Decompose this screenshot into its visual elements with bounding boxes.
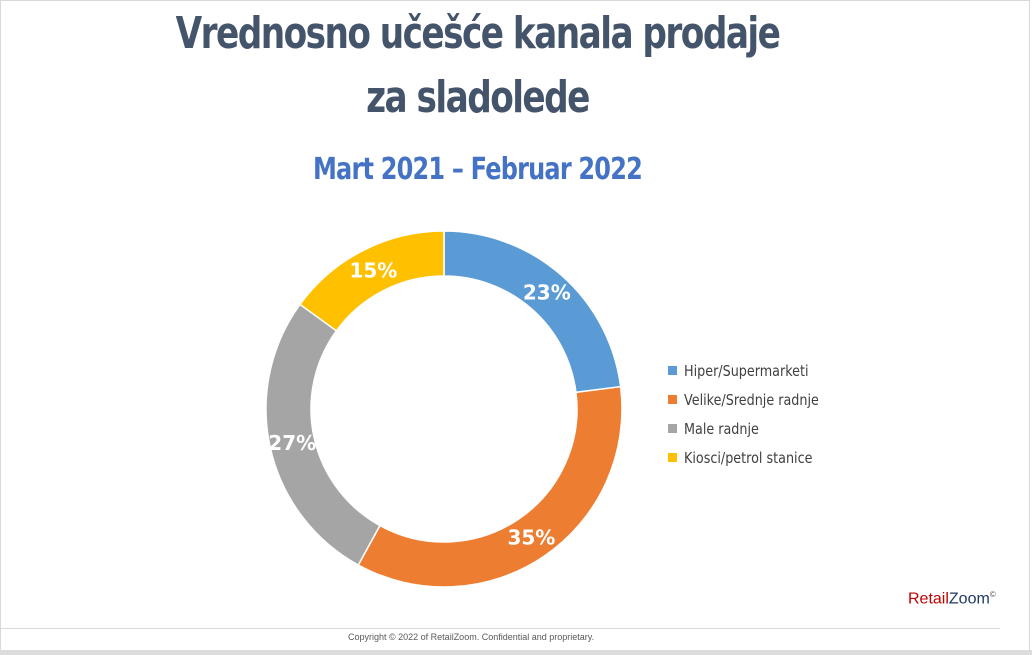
legend-swatch xyxy=(668,395,677,404)
legend-swatch xyxy=(668,453,677,462)
legend-item: Hiper/Supermarketi xyxy=(668,356,843,385)
footer-divider xyxy=(0,628,1000,629)
legend-item: Kiosci/petrol stanice xyxy=(668,443,843,472)
legend-label: Male radnje xyxy=(684,419,759,438)
chart-legend: Hiper/Supermarketi Velike/Srednje radnje M… xyxy=(668,356,843,472)
legend-swatch xyxy=(668,366,677,375)
slice-value-label-0: 23% xyxy=(523,280,571,304)
retailzoom-logo: RetailZoom© xyxy=(908,590,996,608)
legend-label: Hiper/Supermarketi xyxy=(684,361,809,380)
doughnut-slice-1 xyxy=(357,385,623,588)
copyright-text: Copyright © 2022 of RetailZoom. Confiden… xyxy=(348,632,595,642)
legend-label: Kiosci/petrol stanice xyxy=(684,448,813,467)
legend-item: Male radnje xyxy=(668,414,843,443)
slice-value-label-1: 35% xyxy=(507,526,555,550)
slice-value-label-3: 15% xyxy=(349,258,397,282)
doughnut-slice-3 xyxy=(298,230,445,332)
doughnut-slice-0 xyxy=(443,230,622,394)
legend-item: Velike/Srednje radnje xyxy=(668,385,843,414)
bottom-band xyxy=(0,650,1032,655)
chart-subtitle: Mart 2021 – Februar 2022 xyxy=(312,152,643,187)
legend-label: Velike/Srednje radnje xyxy=(684,390,819,409)
slice-value-label-2: 27% xyxy=(268,431,316,455)
legend-swatch xyxy=(668,424,677,433)
chart-title: Vrednosno učešće kanala prodaje za slado… xyxy=(175,8,781,123)
